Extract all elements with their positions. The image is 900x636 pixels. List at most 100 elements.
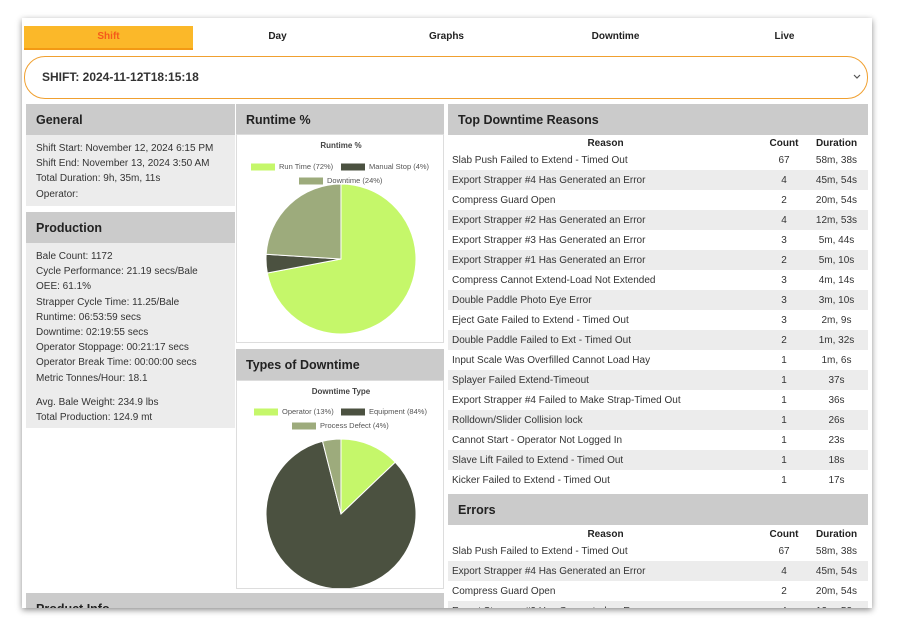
table-cell: 4m, 14s [818, 274, 855, 286]
downtime-chart: Downtime Type Operator (13%) Equipment (84… [236, 380, 444, 589]
production-body: Bale Count: 1172 Cycle Performance: 21.19… [26, 243, 235, 428]
section-header: Top Downtime Reasons [448, 104, 868, 135]
table-cell: 45m, 54s [805, 561, 868, 581]
info-line: Runtime: 06:53:59 secs [36, 311, 142, 323]
table-row: Slave Lift Failed to Extend - Timed Out 1… [448, 450, 868, 470]
table-cell: 4 [763, 561, 805, 581]
table-cell: Slab Push Failed to Extend - Timed Out [452, 154, 628, 166]
table-cell: 1m, 32s [805, 330, 868, 350]
tab[interactable]: Downtime [591, 31, 640, 42]
table-cell: 2 [781, 585, 787, 597]
chart-title: Downtime Type [312, 387, 371, 396]
table-cell: 26s [805, 410, 868, 430]
table-cell: Double Paddle Photo Eye Error [448, 290, 763, 310]
info-line: Operator Break Time: 00:00:00 secs [36, 357, 197, 369]
table-cell: Export Strapper #1 Has Generated an Erro… [448, 250, 763, 270]
shift-selector[interactable]: SHIFT: 2024-11-12T18:15:18 [24, 56, 868, 99]
table-cell: 12m, 53s [805, 210, 868, 230]
header-row: Reason Count Duration [448, 527, 868, 541]
table-cell: 1m, 6s [821, 354, 852, 366]
table-row: Compress Cannot Extend-Load Not Extended… [448, 270, 868, 290]
tab[interactable]: Day [268, 31, 287, 42]
legend-swatch [299, 177, 323, 185]
general-body: Shift Start: November 12, 2024 6:15 PM Sh… [26, 135, 235, 206]
table-cell: 2 [781, 194, 787, 206]
tab[interactable]: Graphs [428, 31, 464, 42]
tab[interactable]: Live [774, 31, 795, 42]
info-line: Cycle Performance: 21.19 secs/Bale [36, 266, 198, 278]
table-cell: 58m, 38s [815, 154, 858, 166]
column-header: Count [769, 528, 799, 540]
table-cell: 3 [781, 314, 787, 326]
info-line: Total Production: 124.9 mt [36, 412, 153, 424]
legend-label: Downtime (24%) [327, 176, 383, 185]
table-row: Export Strapper #2 Has Generated an Erro… [448, 601, 868, 608]
section-header: Production [26, 212, 235, 243]
info-line: Operator Stoppage: 00:21:17 secs [36, 342, 189, 354]
table-cell: Export Strapper #2 Has Generated an Erro… [448, 601, 763, 608]
pie-slice [321, 438, 342, 515]
table-cell: 1 [763, 370, 805, 390]
info-line: Downtime: 02:19:55 secs [36, 327, 149, 339]
section-header: Types of Downtime [236, 349, 444, 380]
column-header: Duration [815, 528, 858, 540]
downtime-table: Reason Count Duration Slab Push Failed to E… [448, 136, 868, 490]
data-table: Reason Count Duration Slab Push Failed to E… [448, 136, 868, 490]
legend-swatch [292, 422, 316, 430]
table-cell: 1 [763, 410, 805, 430]
tab[interactable]: Shift [24, 26, 193, 50]
pie-slice [265, 440, 417, 588]
table-cell: Slave Lift Failed to Extend - Timed Out [448, 450, 763, 470]
legend-label: Operator (13%) [282, 407, 334, 416]
pie-slice [266, 183, 417, 335]
table-cell: 17s [828, 474, 845, 486]
table-cell: 2 [763, 330, 805, 350]
table-cell: 1 [781, 394, 787, 406]
table-cell: Compress Cannot Extend-Load Not Extended [452, 274, 656, 286]
section-header: General [26, 104, 235, 135]
table-row: Compress Guard Open 2 20m, 54s [448, 581, 868, 601]
column-header: Reason [587, 528, 624, 540]
table-cell: 3 [781, 234, 787, 246]
table-cell: 5m, 10s [805, 250, 868, 270]
info-line: Shift End: November 13, 2024 3:50 AM [36, 158, 210, 170]
table-row: Export Strapper #2 Has Generated an Erro… [448, 210, 868, 230]
table-row: Kicker Failed to Extend - Timed Out 1 17s [448, 470, 868, 490]
chevron-icon [853, 74, 861, 79]
errors-table: Reason Count Duration Slab Push Failed to E… [448, 527, 868, 608]
header-row: Reason Count Duration [448, 136, 868, 150]
shift-selector-text: SHIFT: 2024-11-12T18:15:18 [42, 70, 199, 84]
section-header: Runtime % [236, 104, 444, 135]
legend-swatch [341, 408, 365, 416]
table-row: Slab Push Failed to Extend - Timed Out 67… [448, 150, 868, 170]
table-cell: 2 [763, 250, 805, 270]
table-cell: 37s [805, 370, 868, 390]
table-row: Export Strapper #4 Has Generated an Erro… [448, 561, 868, 581]
chart-title: Runtime % [320, 141, 361, 150]
table-row: Export Strapper #3 Has Generated an Erro… [448, 230, 868, 250]
table-cell: 20m, 54s [815, 585, 858, 597]
table-cell: Export Strapper #2 Has Generated an Erro… [448, 210, 763, 230]
info-line: Bale Count: 1172 [36, 251, 113, 262]
table-cell: 2m, 9s [821, 314, 852, 326]
section-header: Errors [448, 494, 868, 525]
info-line: Total Duration: 9h, 35m, 11s [36, 173, 161, 185]
table-cell: 1 [781, 434, 787, 446]
spacer [36, 386, 225, 395]
table-cell: Splayer Failed Extend-Timeout [448, 370, 763, 390]
table-cell: Compress Guard Open [452, 194, 556, 206]
dashboard-card: Shift Day Graphs Downtime Live SHIFT: 2024-1… [22, 18, 872, 608]
table-cell: Cannot Start - Operator Not Logged In [452, 434, 623, 446]
runtime-chart: Runtime % Run Time (72%) Manual Stop (4%) D… [236, 134, 444, 343]
info-line: Strapper Cycle Time: 11.25/Bale [36, 296, 180, 308]
table-cell: 58m, 38s [815, 545, 858, 557]
data-table: Reason Count Duration Slab Push Failed to E… [448, 527, 868, 608]
table-cell: Export Strapper #4 Failed to Make Strap-… [452, 394, 681, 406]
table-row: Splayer Failed Extend-Timeout 1 37s [448, 370, 868, 390]
table-cell: 12m, 53s [805, 601, 868, 608]
table-row: Double Paddle Photo Eye Error 3 3m, 10s [448, 290, 868, 310]
table-cell: 20m, 54s [815, 194, 858, 206]
table-row: Compress Guard Open 2 20m, 54s [448, 190, 868, 210]
table-cell: 23s [828, 434, 845, 446]
